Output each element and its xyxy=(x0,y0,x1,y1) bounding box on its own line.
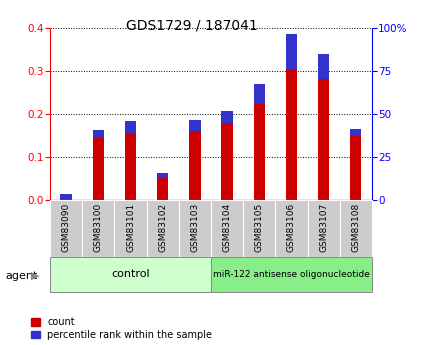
Bar xyxy=(285,34,296,69)
Bar xyxy=(50,257,210,292)
Bar xyxy=(253,84,264,104)
Text: GSM83100: GSM83100 xyxy=(94,203,102,252)
Bar xyxy=(275,200,307,257)
Text: ▶: ▶ xyxy=(31,271,40,281)
Legend: count, percentile rank within the sample: count, percentile rank within the sample xyxy=(31,317,212,340)
Text: GSM83090: GSM83090 xyxy=(62,203,70,252)
Bar xyxy=(349,129,361,136)
Bar xyxy=(60,195,72,200)
Bar xyxy=(50,200,82,257)
Text: GSM83108: GSM83108 xyxy=(351,203,359,252)
Bar xyxy=(285,69,296,200)
Bar xyxy=(157,178,168,200)
Bar xyxy=(114,200,146,257)
Bar xyxy=(317,55,329,79)
Text: GSM83104: GSM83104 xyxy=(222,203,231,252)
Bar xyxy=(125,133,136,200)
Bar xyxy=(253,104,264,200)
Bar xyxy=(210,200,243,257)
Bar xyxy=(157,173,168,178)
Bar xyxy=(221,111,232,124)
Bar xyxy=(339,200,371,257)
Bar xyxy=(317,79,329,200)
Bar xyxy=(92,138,104,200)
Bar xyxy=(125,121,136,133)
Bar xyxy=(189,120,200,131)
Bar xyxy=(307,200,339,257)
Bar xyxy=(92,130,104,138)
Bar xyxy=(189,131,200,200)
Text: control: control xyxy=(111,269,149,279)
Bar xyxy=(146,200,178,257)
Text: agent: agent xyxy=(5,271,37,281)
Bar xyxy=(221,124,232,200)
Text: GDS1729 / 187041: GDS1729 / 187041 xyxy=(125,19,256,33)
Text: GSM83102: GSM83102 xyxy=(158,203,167,252)
Text: GSM83106: GSM83106 xyxy=(286,203,295,252)
Text: GSM83105: GSM83105 xyxy=(254,203,263,252)
Bar xyxy=(178,200,210,257)
Bar xyxy=(82,200,114,257)
Bar xyxy=(243,200,275,257)
Text: GSM83107: GSM83107 xyxy=(319,203,327,252)
Text: miR-122 antisense oligonucleotide: miR-122 antisense oligonucleotide xyxy=(213,270,369,279)
Text: GSM83101: GSM83101 xyxy=(126,203,135,252)
Bar xyxy=(210,257,371,292)
Text: GSM83103: GSM83103 xyxy=(190,203,199,252)
Bar xyxy=(349,136,361,200)
